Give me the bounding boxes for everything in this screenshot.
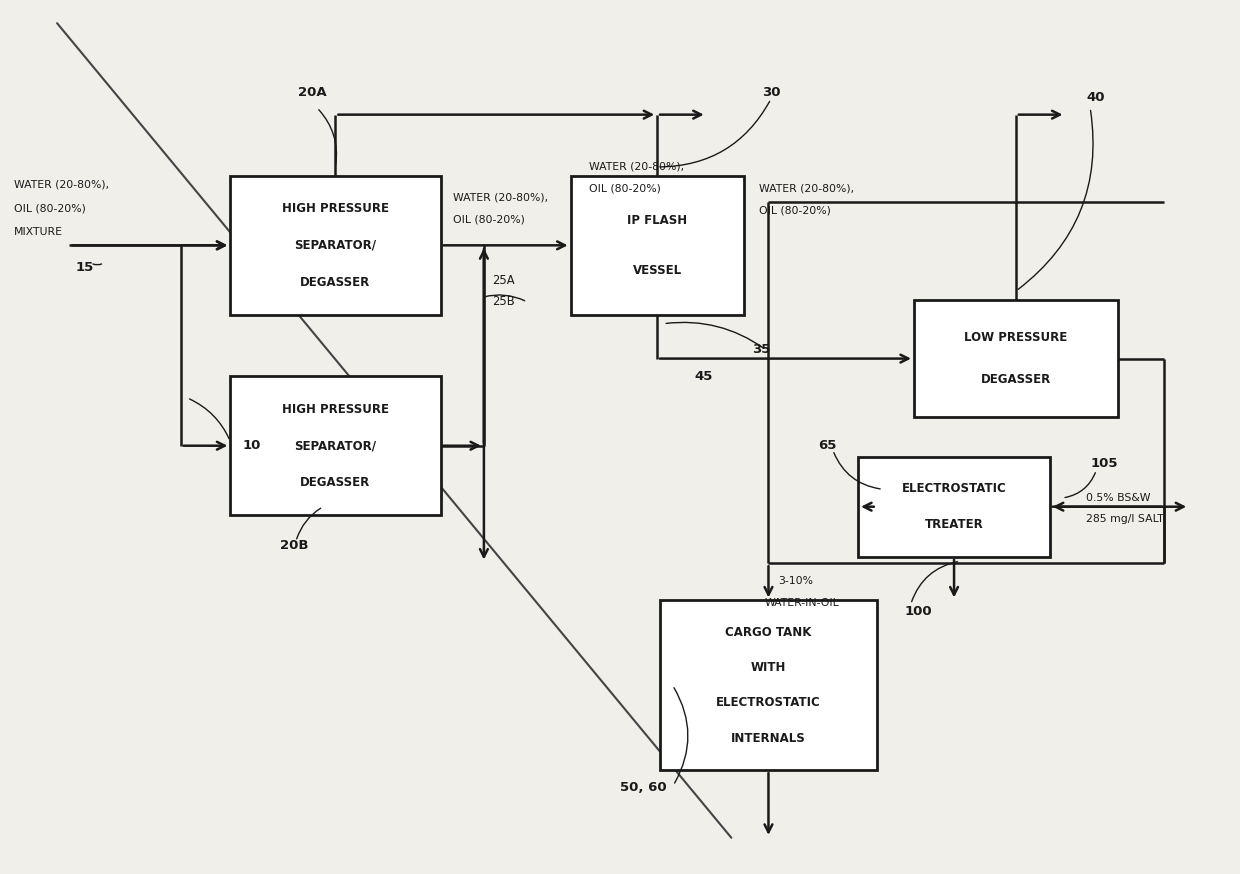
Text: OIL (80-20%): OIL (80-20%) [759,205,831,216]
Text: OIL (80-20%): OIL (80-20%) [453,214,525,225]
Text: OIL (80-20%): OIL (80-20%) [589,184,661,194]
Text: WATER (20-80%),: WATER (20-80%), [453,192,548,203]
Text: 20A: 20A [299,87,327,100]
Text: OIL (80-20%): OIL (80-20%) [14,204,86,214]
Text: DEGASSER: DEGASSER [300,476,371,489]
Bar [570,176,744,315]
Text: DEGASSER: DEGASSER [300,275,371,288]
Text: 45: 45 [694,370,713,383]
Bar [231,176,440,315]
Text: 25B: 25B [492,295,516,309]
Text: ELECTROSTATIC: ELECTROSTATIC [715,697,821,710]
Text: WITH: WITH [750,661,786,674]
Text: VESSEL: VESSEL [632,264,682,277]
Text: 0.5% BS&W: 0.5% BS&W [1086,493,1151,503]
Text: IP FLASH: IP FLASH [627,214,687,227]
Text: HIGH PRESSURE: HIGH PRESSURE [281,403,389,415]
Text: TREATER: TREATER [925,518,983,531]
Bar [660,600,877,770]
Text: DEGASSER: DEGASSER [981,373,1052,386]
Text: ELECTROSTATIC: ELECTROSTATIC [901,482,1007,496]
Text: CARGO TANK: CARGO TANK [725,626,812,639]
Text: SEPARATOR/: SEPARATOR/ [294,239,377,252]
Text: HIGH PRESSURE: HIGH PRESSURE [281,202,389,215]
Text: 65: 65 [818,440,836,452]
Text: MIXTURE: MIXTURE [14,227,63,237]
Text: WATER-IN-OIL: WATER-IN-OIL [765,598,839,607]
Text: 35: 35 [753,343,771,357]
Text: 3-10%: 3-10% [779,576,813,586]
Text: WATER (20-80%),: WATER (20-80%), [759,184,853,194]
Text: LOW PRESSURE: LOW PRESSURE [965,331,1068,344]
Text: 15: 15 [76,260,94,274]
Text: INTERNALS: INTERNALS [732,732,806,745]
Bar [231,376,440,516]
Text: 100: 100 [904,605,932,618]
Text: WATER (20-80%),: WATER (20-80%), [14,179,109,190]
Text: 40: 40 [1086,91,1105,104]
Bar [858,456,1050,557]
Text: 105: 105 [1090,456,1117,469]
Text: 25A: 25A [492,274,515,287]
Text: 30: 30 [763,87,781,100]
Text: SEPARATOR/: SEPARATOR/ [294,440,377,452]
Text: 285 mg/l SALT: 285 mg/l SALT [1086,514,1164,524]
Text: WATER (20-80%),: WATER (20-80%), [589,162,684,172]
Text: 20B: 20B [280,539,309,552]
Bar [914,300,1118,418]
Text: 10: 10 [243,440,262,452]
Text: 50, 60: 50, 60 [620,780,667,794]
